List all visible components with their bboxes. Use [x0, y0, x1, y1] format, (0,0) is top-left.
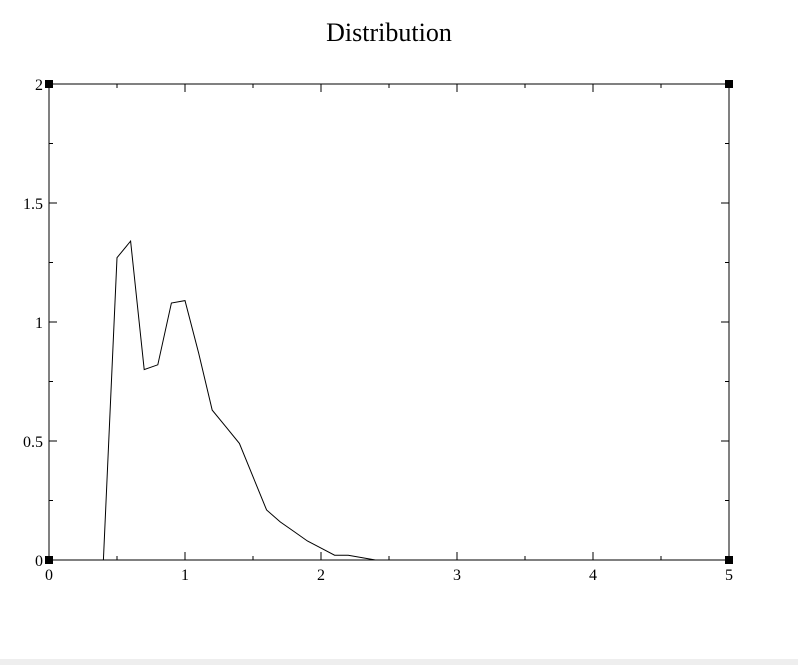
x-tick-label: 4: [589, 567, 597, 584]
x-tick-label: 0: [45, 567, 53, 584]
plot-border: [48, 83, 730, 561]
y-tick-label: 1: [35, 315, 43, 332]
corner-handle: [725, 556, 733, 564]
axis-ticks: [48, 83, 730, 561]
x-tick-label: 5: [725, 567, 733, 584]
series-layer: [102, 239, 430, 561]
corner-handle: [45, 556, 53, 564]
x-tick-label: 3: [453, 567, 461, 584]
y-tick-label: 0.5: [23, 434, 43, 451]
plot-frame: [48, 83, 730, 561]
corner-handle: [725, 80, 733, 88]
y-tick-label: 0: [35, 553, 43, 570]
corner-handle: [45, 80, 53, 88]
chart-title: Distribution: [326, 18, 452, 47]
y-tick-label: 2: [35, 77, 43, 94]
window-bottom-strip: [0, 659, 798, 665]
series-line: [102, 239, 430, 561]
y-tick-label: 1.5: [23, 196, 43, 213]
axis-tick-labels: 0 1 2 3 4 5 0 0.5 1 1.5 2: [23, 77, 733, 584]
x-tick-label: 2: [317, 567, 325, 584]
corner-handles: [45, 80, 733, 564]
x-tick-label: 1: [181, 567, 189, 584]
